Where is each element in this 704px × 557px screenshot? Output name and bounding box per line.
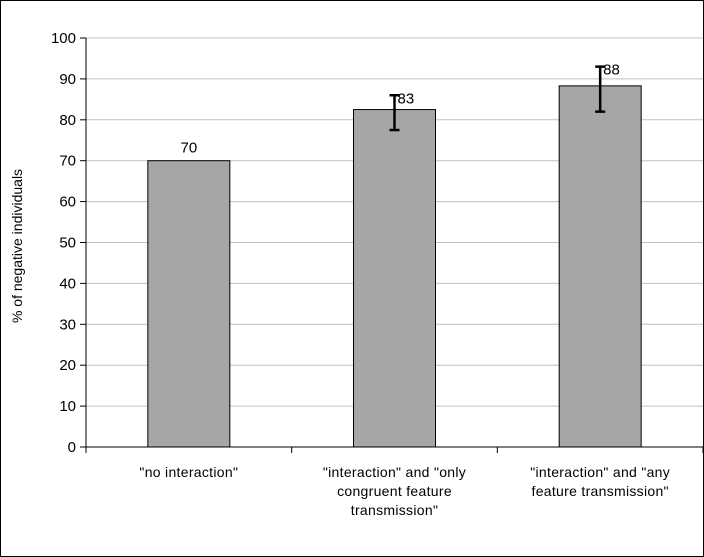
data-label: 88 — [603, 62, 620, 79]
category-label-line: feature transmission" — [532, 483, 669, 499]
y-tick-label: 90 — [59, 71, 76, 88]
data-label: 83 — [398, 90, 415, 107]
labels: 0 10 20 30 40 50 60 70 80 90 100 70 "no interaction"… — [51, 30, 670, 518]
y-tick-label: 80 — [59, 112, 76, 129]
category-label: "no interaction" — [139, 464, 238, 480]
y-tick-label: 40 — [59, 275, 76, 292]
category-label: "interaction" and "only congruent feature… — [323, 464, 466, 518]
y-tick-label: 60 — [59, 194, 76, 211]
category-label-line: "no interaction" — [139, 464, 238, 480]
bars — [147, 65, 642, 448]
category-label-line: transmission" — [351, 502, 438, 518]
y-axis-title: % of negative individuals — [9, 169, 25, 323]
y-tick-label: 50 — [59, 235, 76, 252]
category-label-line: congruent feature — [337, 483, 452, 499]
y-tick-label: 20 — [59, 357, 76, 374]
data-label: 70 — [180, 140, 197, 157]
axes — [80, 37, 704, 453]
category-label-line: "interaction" and "only — [323, 464, 466, 480]
bar — [558, 85, 642, 448]
category-label: "interaction" and "any feature transmissi… — [530, 464, 670, 499]
y-tick-label: 100 — [51, 30, 76, 47]
bar — [353, 109, 436, 448]
y-tick-label: 10 — [59, 398, 76, 415]
y-tick-label: 70 — [59, 153, 76, 170]
category-label-line: "interaction" and "any — [530, 464, 670, 480]
bar — [147, 160, 231, 448]
y-tick-label: 30 — [59, 316, 76, 333]
y-tick-label: 0 — [68, 439, 76, 456]
